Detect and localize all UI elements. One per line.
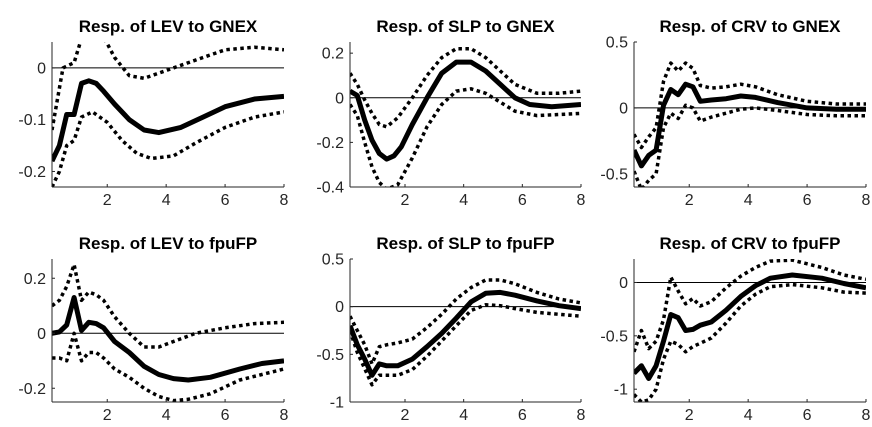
- x-tick-label: 4: [744, 192, 753, 209]
- y-tick-label: -0.2: [18, 164, 46, 181]
- impulse-response-line: [350, 59, 581, 162]
- lower-confidence-band: [52, 331, 284, 402]
- panel-title: Resp. of CRV to fpuFP: [659, 234, 840, 253]
- panel-title: Resp. of SLP to fpuFP: [376, 234, 554, 253]
- y-tick-label: 0.2: [322, 46, 344, 63]
- irf-panel-5: Resp. of SLP to fpuFP 2 4 6 8 0.5 0 -0.5 -1: [316, 234, 585, 424]
- panel-title: Resp. of LEV to fpuFP: [79, 234, 258, 253]
- x-tick-label: 8: [280, 407, 289, 424]
- x-tick-label: 6: [803, 192, 812, 209]
- y-tick-label: -0.5: [316, 347, 344, 364]
- y-tick-label: 0.5: [322, 252, 344, 269]
- lower-confidence-band: [350, 303, 581, 387]
- y-tick-label: -0.2: [316, 135, 344, 152]
- lower-confidence-band: [634, 282, 866, 402]
- y-tick-label: 0.2: [24, 271, 46, 288]
- irf-panel-6: Resp. of CRV to fpuFP 2 4 6 8 0 -0.5 -1: [600, 234, 870, 424]
- lower-confidence-band: [350, 87, 581, 187]
- y-tick-label: 0.5: [606, 35, 628, 52]
- x-tick-label: 4: [744, 407, 753, 424]
- x-tick-label: 6: [518, 192, 527, 209]
- impulse-response-line: [52, 295, 284, 383]
- lower-confidence-band: [52, 110, 284, 187]
- lower-confidence-band: [634, 103, 866, 187]
- y-tick-label: -1: [614, 382, 628, 399]
- y-tick-label: 0: [335, 299, 344, 316]
- x-tick-label: 2: [103, 192, 112, 209]
- x-tick-label: 4: [459, 407, 468, 424]
- y-tick-label: -0.2: [18, 381, 46, 398]
- x-tick-label: 6: [803, 407, 812, 424]
- x-tick-label: 4: [459, 192, 468, 209]
- y-tick-label: 0: [335, 90, 344, 107]
- x-tick-label: 6: [221, 192, 230, 209]
- upper-confidence-band: [634, 259, 866, 353]
- y-tick-label: 0: [619, 275, 628, 292]
- upper-confidence-band: [350, 278, 581, 366]
- y-tick-label: 0: [37, 326, 46, 343]
- upper-confidence-band: [634, 61, 866, 150]
- panel-title: Resp. of LEV to GNEX: [79, 17, 258, 36]
- y-tick-label: 0: [619, 100, 628, 117]
- x-tick-label: 2: [685, 407, 694, 424]
- irf-panel-4: Resp. of LEV to fpuFP 2 4 6 8 0.2 0 -0.2: [18, 234, 288, 424]
- y-tick-label: -0.5: [600, 328, 628, 345]
- x-tick-label: 8: [862, 407, 871, 424]
- y-tick-label: -1: [330, 395, 344, 412]
- y-tick-label: 0: [37, 60, 46, 77]
- x-tick-label: 6: [221, 407, 230, 424]
- impulse-response-line: [350, 289, 581, 378]
- x-tick-label: 8: [280, 192, 289, 209]
- x-tick-label: 4: [162, 192, 171, 209]
- impulse-response-line: [52, 78, 284, 163]
- y-tick-label: -0.4: [316, 180, 344, 197]
- upper-confidence-band: [52, 262, 284, 349]
- irf-panel-3: Resp. of CRV to GNEX 2 4 6 8 0.5 0 -0.5: [600, 17, 870, 209]
- y-tick-label: -0.1: [18, 112, 46, 129]
- panel-title: Resp. of CRV to GNEX: [659, 17, 841, 36]
- x-tick-label: 2: [401, 407, 410, 424]
- x-tick-label: 2: [685, 192, 694, 209]
- upper-confidence-band: [52, 42, 284, 131]
- panel-title: Resp. of SLP to GNEX: [376, 17, 555, 36]
- x-tick-label: 6: [518, 407, 527, 424]
- upper-confidence-band: [350, 46, 581, 129]
- x-tick-label: 4: [162, 407, 171, 424]
- irf-panel-2: Resp. of SLP to GNEX 2 4 6 8 0.2 0 -0.2 -0.4: [316, 17, 585, 209]
- x-tick-label: 8: [862, 192, 871, 209]
- impulse-response-line: [634, 81, 866, 169]
- irf-panel-1: Resp. of LEV to GNEX 2 4 6 8 0 -0.1 -0.2: [18, 17, 288, 209]
- x-tick-label: 8: [577, 407, 586, 424]
- x-tick-label: 2: [401, 192, 410, 209]
- x-tick-label: 2: [103, 407, 112, 424]
- x-tick-label: 8: [577, 192, 586, 209]
- impulse-response-line: [634, 272, 866, 381]
- y-tick-label: -0.5: [600, 166, 628, 183]
